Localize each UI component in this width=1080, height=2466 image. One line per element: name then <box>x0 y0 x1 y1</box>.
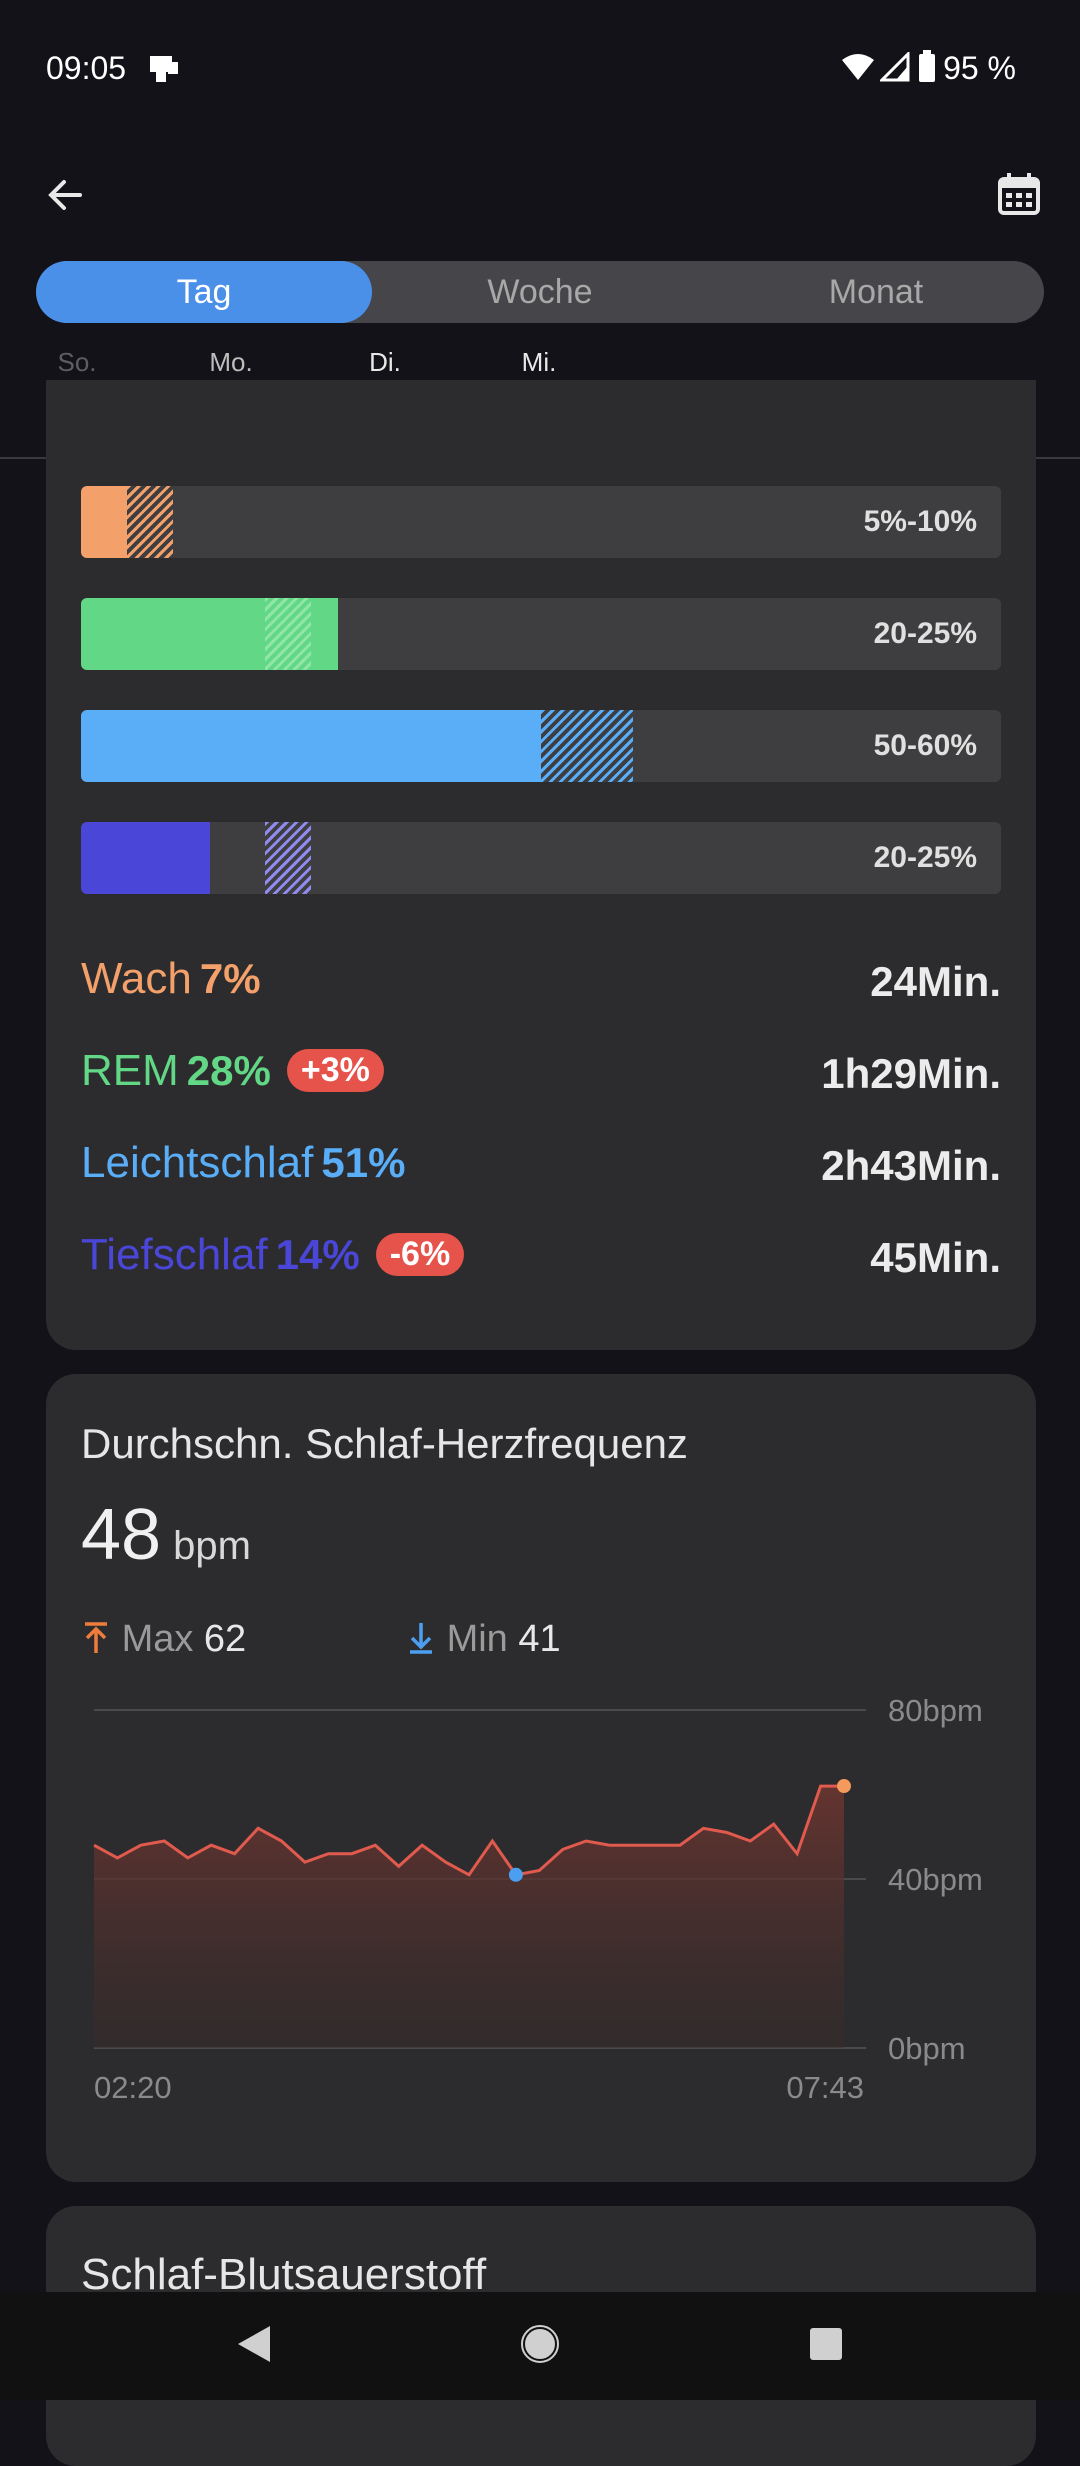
stage-row-rem: REM 28% +3% 1h29Min. <box>81 1046 1001 1116</box>
calendar-icon[interactable] <box>994 170 1044 220</box>
heart-rate-max: Max 62 <box>81 1618 246 1661</box>
stage-range: 20-25% <box>873 617 977 650</box>
day-name: So. <box>57 347 97 377</box>
stage-bar-deep: 20-25% <box>81 822 1001 894</box>
heart-rate-value: 48 bpm <box>81 1494 251 1576</box>
stage-range: 5%-10% <box>863 505 977 538</box>
nav-home-icon[interactable] <box>520 2324 560 2364</box>
navigation-bar <box>0 2292 1080 2400</box>
stage-range: 20-25% <box>873 841 977 874</box>
heart-rate-unit: bpm <box>173 1524 251 1568</box>
tab-day[interactable]: Tag <box>36 261 372 323</box>
stage-bar-light: 50-60% <box>81 710 1001 782</box>
change-badge: -6% <box>375 1233 465 1276</box>
heart-rate-title: Durchschn. Schlaf-Herzfrequenz <box>81 1420 688 1467</box>
change-badge: +3% <box>286 1049 384 1092</box>
heart-rate-chart[interactable]: 80bpm 40bpm 0bpm 02:20 07:43 <box>46 1674 1036 2144</box>
sleep-stages-card: 5%-10% 20-25% 50-60% 20-25% Wach 7% 24Min… <box>46 380 1036 1350</box>
heart-rate-min: Min 41 <box>406 1618 561 1661</box>
stage-duration: 24Min. <box>870 958 1001 1005</box>
y-tick-label: 0bpm <box>888 2031 966 2066</box>
stage-name: Tiefschlaf <box>81 1230 268 1279</box>
stage-row-deep: Tiefschlaf 14% -6% 45Min. <box>81 1230 1001 1300</box>
stage-row-light: Leichtschlaf 51% 2h43Min. <box>81 1138 1001 1208</box>
day-name: Di. <box>369 347 401 377</box>
y-tick-label: 40bpm <box>888 1862 983 1897</box>
stage-row-awake: Wach 7% 24Min. <box>81 954 1001 1024</box>
chart-area <box>94 1786 844 2048</box>
y-tick-label: 80bpm <box>888 1693 983 1728</box>
stage-name: Wach <box>81 954 192 1003</box>
min-label: Min <box>446 1618 508 1660</box>
stage-percent: 14% <box>275 1231 360 1278</box>
wifi-icon <box>842 54 874 80</box>
x-tick-label: 07:43 <box>786 2070 864 2105</box>
status-bar: 09:05 95 % <box>0 0 1080 130</box>
stage-bar-awake: 5%-10% <box>81 486 1001 558</box>
stage-range: 50-60% <box>873 729 977 762</box>
tab-week[interactable]: Woche <box>487 273 593 311</box>
max-value: 62 <box>203 1618 247 1660</box>
stage-percent: 51% <box>321 1139 406 1186</box>
tab-month[interactable]: Monat <box>828 273 924 311</box>
max-label: Max <box>121 1618 194 1660</box>
x-tick-label: 02:20 <box>94 2070 172 2105</box>
min-point <box>508 1867 523 1882</box>
heart-rate-card[interactable]: Durchschn. Schlaf-Herzfrequenz 48 bpm Max… <box>46 1374 1036 2182</box>
stage-name: REM <box>81 1046 179 1095</box>
min-value: 41 <box>518 1618 561 1660</box>
max-point <box>837 1779 851 1794</box>
chart-line <box>93 1784 844 1877</box>
arrow-down-icon <box>410 1623 432 1654</box>
battery-percent: 95 % <box>943 50 1016 86</box>
stage-duration: 2h43Min. <box>821 1142 1001 1189</box>
nav-recents-icon[interactable] <box>808 2326 844 2362</box>
stage-percent: 7% <box>199 955 261 1002</box>
heart-rate-number: 48 <box>81 1495 162 1575</box>
battery-icon <box>919 50 935 82</box>
period-tabs: Tag Woche Monat <box>36 261 1044 323</box>
day-name: Mi. <box>521 347 557 377</box>
status-time: 09:05 <box>46 50 127 86</box>
back-arrow-icon[interactable] <box>40 170 90 220</box>
nav-back-icon[interactable] <box>236 2324 272 2364</box>
stage-duration: 45Min. <box>870 1234 1001 1281</box>
stage-bar-rem: 20-25% <box>81 598 1001 670</box>
stage-percent: 28% <box>186 1047 271 1094</box>
stage-name: Leichtschlaf <box>81 1138 314 1187</box>
stage-duration: 1h29Min. <box>821 1050 1001 1097</box>
cell-signal-icon <box>880 52 910 82</box>
arrow-up-icon <box>85 1622 107 1653</box>
day-name: Mo. <box>209 347 253 377</box>
notification-icon <box>150 56 178 82</box>
blood-oxygen-title: Schlaf-Blutsauerstoff <box>81 2250 487 2299</box>
